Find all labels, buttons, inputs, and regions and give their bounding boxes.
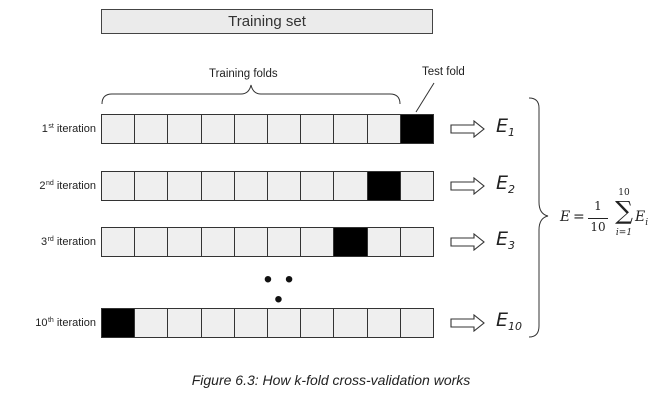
iteration-label: 2nd iteration bbox=[39, 180, 96, 192]
training-set-label: Training set bbox=[228, 13, 306, 30]
fold-error: E2 bbox=[496, 172, 516, 196]
training-fold bbox=[168, 115, 202, 143]
implies-arrow-icon bbox=[450, 177, 485, 195]
training-fold bbox=[135, 115, 169, 143]
fraction-bar bbox=[588, 218, 608, 219]
training-fold bbox=[102, 172, 136, 200]
training-fold bbox=[234, 309, 269, 337]
test-fold bbox=[102, 309, 136, 337]
training-fold bbox=[135, 309, 169, 337]
figure-caption: Figure 6.3: How k-fold cross-validation … bbox=[191, 372, 471, 388]
fold-row bbox=[101, 171, 434, 201]
fold-row bbox=[101, 227, 434, 257]
fold-error: E10 bbox=[496, 309, 523, 333]
fold-error: E3 bbox=[496, 228, 516, 252]
formula-denominator: 10 bbox=[590, 220, 606, 234]
test-fold bbox=[334, 228, 368, 256]
training-fold bbox=[400, 309, 434, 337]
training-fold bbox=[301, 172, 335, 200]
training-fold bbox=[301, 115, 335, 143]
ellipsis: • • • bbox=[263, 266, 297, 313]
training-fold bbox=[102, 228, 136, 256]
training-fold bbox=[334, 309, 368, 337]
training-fold bbox=[268, 115, 302, 143]
fold-row bbox=[101, 308, 434, 338]
training-fold bbox=[367, 115, 401, 143]
training-fold bbox=[334, 172, 368, 200]
training-fold bbox=[400, 172, 434, 200]
training-fold bbox=[201, 228, 235, 256]
training-fold bbox=[400, 228, 434, 256]
implies-arrow-icon bbox=[450, 233, 485, 251]
training-fold bbox=[367, 309, 401, 337]
training-fold bbox=[268, 172, 302, 200]
test-fold bbox=[400, 115, 434, 143]
training-fold bbox=[201, 172, 235, 200]
average-error-formula: E = 1 10 10 ∑ i=1 Ei bbox=[556, 188, 660, 252]
formula-lhs: E bbox=[560, 209, 571, 225]
test-fold-label: Test fold bbox=[422, 66, 465, 78]
training-fold bbox=[334, 115, 368, 143]
formula-numerator: 1 bbox=[594, 199, 602, 213]
training-set-bar: Training set bbox=[101, 9, 433, 34]
implies-arrow-icon bbox=[450, 120, 485, 138]
iteration-label: 1st iteration bbox=[41, 123, 96, 135]
training-folds-brace bbox=[101, 84, 401, 105]
training-fold bbox=[268, 309, 302, 337]
training-fold bbox=[234, 172, 269, 200]
implies-arrow-icon bbox=[450, 314, 485, 332]
sum-lower-limit: i=1 bbox=[615, 228, 633, 238]
training-fold bbox=[201, 309, 235, 337]
formula-equals: = bbox=[573, 209, 585, 225]
iteration-label: 10th iteration bbox=[35, 317, 96, 329]
summation-symbol: ∑ bbox=[615, 196, 633, 225]
test-fold-pointer bbox=[415, 82, 435, 113]
training-fold bbox=[234, 115, 269, 143]
training-fold bbox=[201, 115, 235, 143]
test-fold bbox=[367, 172, 401, 200]
sum-upper-limit: 10 bbox=[618, 188, 630, 198]
training-fold bbox=[234, 228, 269, 256]
training-fold bbox=[268, 228, 302, 256]
training-fold bbox=[168, 228, 202, 256]
fold-error: E1 bbox=[496, 115, 516, 139]
training-fold bbox=[367, 228, 401, 256]
training-fold bbox=[102, 115, 136, 143]
training-fold bbox=[135, 228, 169, 256]
fold-row bbox=[101, 114, 434, 144]
formula-term: Ei bbox=[635, 209, 649, 228]
training-fold bbox=[168, 172, 202, 200]
training-fold bbox=[301, 309, 335, 337]
training-folds-label: Training folds bbox=[209, 68, 278, 80]
results-brace bbox=[528, 97, 549, 338]
iteration-label: 3rd iteration bbox=[40, 236, 96, 248]
training-fold bbox=[301, 228, 335, 256]
training-fold bbox=[135, 172, 169, 200]
training-fold bbox=[168, 309, 202, 337]
